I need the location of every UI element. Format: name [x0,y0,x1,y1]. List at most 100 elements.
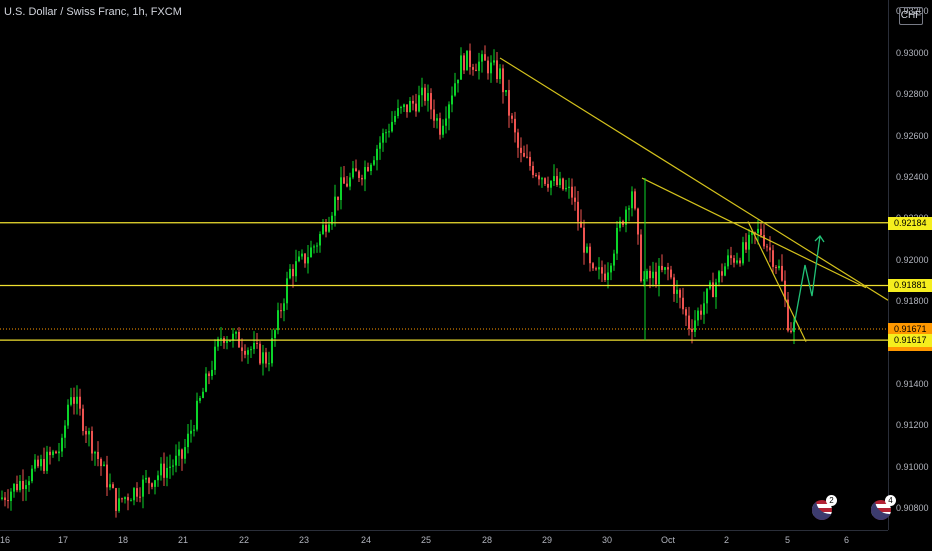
candle-body [265,352,267,364]
candle [592,262,594,271]
candle-body [28,481,30,486]
candle [316,242,318,253]
candle-body [532,165,534,175]
candle [76,385,78,415]
candle [715,278,717,309]
candle [445,106,447,134]
candle [487,56,489,80]
candle-body [751,232,753,235]
candle-body [160,463,162,476]
symbol-title[interactable]: U.S. Dollar / Swiss Franc, 1h, FXCM [4,6,182,18]
candle-body [664,267,666,270]
candle-body [301,253,303,257]
candle-body [205,373,207,392]
candle [40,454,42,471]
price-axis[interactable]: 0.908000.910000.912000.914000.916000.918… [888,0,932,530]
candle-body [220,338,222,340]
candle [286,271,288,310]
candle-body [367,167,369,172]
candle-body [778,265,780,269]
candle-body [637,208,639,235]
candle-body [61,437,63,452]
candle [652,261,654,287]
candle [58,443,60,462]
candle-body [781,265,783,281]
candle [679,288,681,309]
candle-body [616,227,618,254]
candle-body [190,430,192,434]
candle [478,52,480,80]
candles-layer [1,43,795,518]
candle-body [100,458,102,467]
chart-plot[interactable] [0,0,889,530]
candle-body [466,50,468,71]
candle [550,180,552,196]
candle-body [64,425,66,438]
currency-badge[interactable]: CHF [899,7,923,25]
candle-body [679,289,681,298]
candle-body [10,491,12,501]
candle [55,450,57,454]
candle [127,493,129,511]
candle-body [85,431,87,435]
candle-body [25,485,27,490]
candle-body [67,404,69,426]
candle [736,252,738,265]
candle [610,263,612,281]
level-price-tag: 0.91881 [888,279,932,293]
candle [364,160,366,192]
candle [10,488,12,511]
candle [187,423,189,454]
candle [253,331,255,354]
price-tick-label: 0.92600 [896,130,929,141]
candle-body [775,266,777,269]
candle-body [661,265,663,270]
candle [100,457,102,476]
candle [298,251,300,263]
candle-body [292,268,294,277]
candle-body [118,498,120,511]
candle [169,454,171,479]
economic-event-flag-icon[interactable]: 4 [871,495,896,520]
candle [628,205,630,222]
candle [583,219,585,265]
candle [64,420,66,449]
candle-body [511,115,513,119]
candle [655,262,657,288]
candle [130,498,132,502]
candle-body [601,267,603,274]
candle [535,172,537,178]
candle-body [46,451,48,471]
candle-body [55,451,57,454]
candle-body [421,87,423,96]
economic-event-flag-icon[interactable]: 2 [812,495,837,520]
candle-body [103,464,105,467]
candle [772,245,774,274]
candle-body [16,483,18,491]
candle [223,336,225,349]
candle-body [334,196,336,216]
candle [118,487,120,513]
candle-body [133,488,135,501]
time-axis[interactable]: 16 17 18 21 22 23 24 25 28 29 30 Oct 2 5 6 [0,530,888,551]
candle [205,367,207,393]
candle [553,164,555,187]
candle-body [772,250,774,267]
candle [742,236,744,266]
candle [190,419,192,443]
candle [238,327,240,348]
candle [220,327,222,346]
candle-body [424,87,426,101]
chart-area[interactable]: U.S. Dollar / Swiss Franc, 1h, FXCM [0,0,889,530]
candle-body [571,186,573,198]
candle-body [628,208,630,210]
candle-body [139,496,141,498]
candle-body [457,79,459,84]
candle [523,145,525,158]
candle-body [259,343,261,364]
candle [484,45,486,61]
candle [379,136,381,160]
candle [91,426,93,461]
candle-body [748,234,750,250]
candle [703,291,705,324]
